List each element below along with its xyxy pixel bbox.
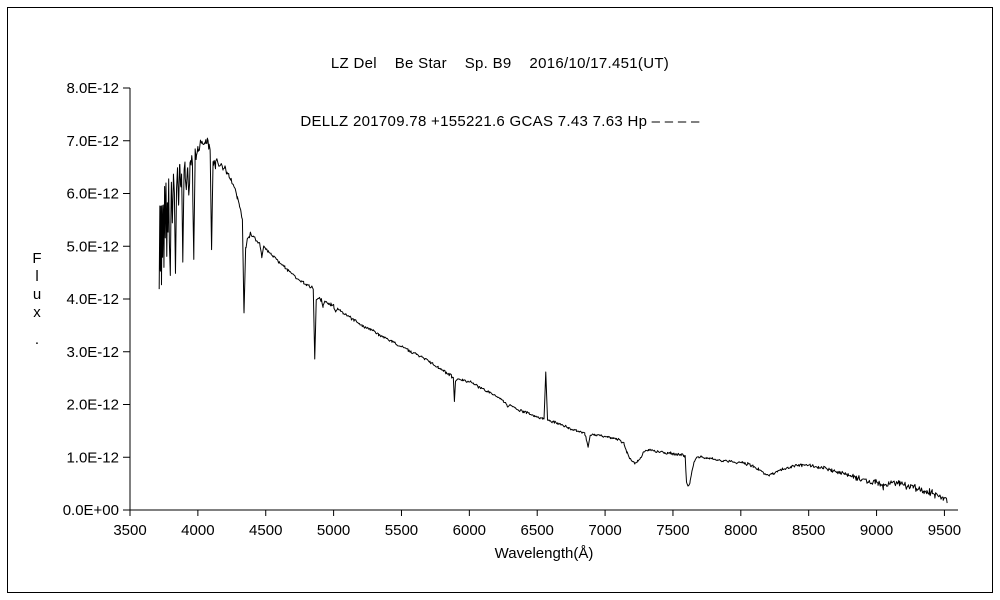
y-tick-label: 2.0E-12 xyxy=(66,397,119,414)
y-tick-label: 8.0E-12 xyxy=(66,80,119,97)
x-tick-label: 9000 xyxy=(860,522,893,539)
y-axis-title-char: x xyxy=(33,303,41,321)
x-tick-label: 8000 xyxy=(724,522,757,539)
y-tick-label: 7.0E-12 xyxy=(66,133,119,150)
y-axis-title-char: . xyxy=(34,330,40,348)
y-tick-label: 0.0E+00 xyxy=(63,502,119,519)
title-line-1: LZ Del Be Star Sp. B9 2016/10/17.451(UT) xyxy=(330,55,670,72)
y-tick-label: 1.0E-12 xyxy=(66,449,119,466)
x-axis-title: Wavelength(Å) xyxy=(494,545,594,562)
x-tick-label: 7500 xyxy=(656,522,689,539)
y-tick-label: 5.0E-12 xyxy=(66,238,119,255)
x-tick-label: 4000 xyxy=(181,522,214,539)
y-tick-label: 3.0E-12 xyxy=(66,344,119,361)
y-tick-label: 6.0E-12 xyxy=(66,186,119,203)
x-tick-label: 9500 xyxy=(928,522,961,539)
x-tick-label: 6000 xyxy=(453,522,486,539)
x-tick-label: 5500 xyxy=(385,522,418,539)
x-tick-label: 5000 xyxy=(317,522,350,539)
image-border xyxy=(7,7,993,593)
title-line-2: DELLZ 201709.78 +155221.6 GCAS 7.43 7.63… xyxy=(300,113,700,130)
x-tick-label: 3500 xyxy=(113,522,146,539)
y-axis-title-char: u xyxy=(32,285,42,303)
x-tick-label: 4500 xyxy=(249,522,282,539)
y-axis-title-char: l xyxy=(35,267,39,285)
x-tick-label: 6500 xyxy=(521,522,554,539)
x-tick-label: 8500 xyxy=(792,522,825,539)
y-tick-label: 4.0E-12 xyxy=(66,291,119,308)
chart-titles: LZ Del Be Star Sp. B9 2016/10/17.451(UT)… xyxy=(0,21,1000,164)
spectrum-line xyxy=(158,137,948,504)
y-axis-title-char: F xyxy=(32,249,42,267)
x-tick-label: 7000 xyxy=(588,522,621,539)
